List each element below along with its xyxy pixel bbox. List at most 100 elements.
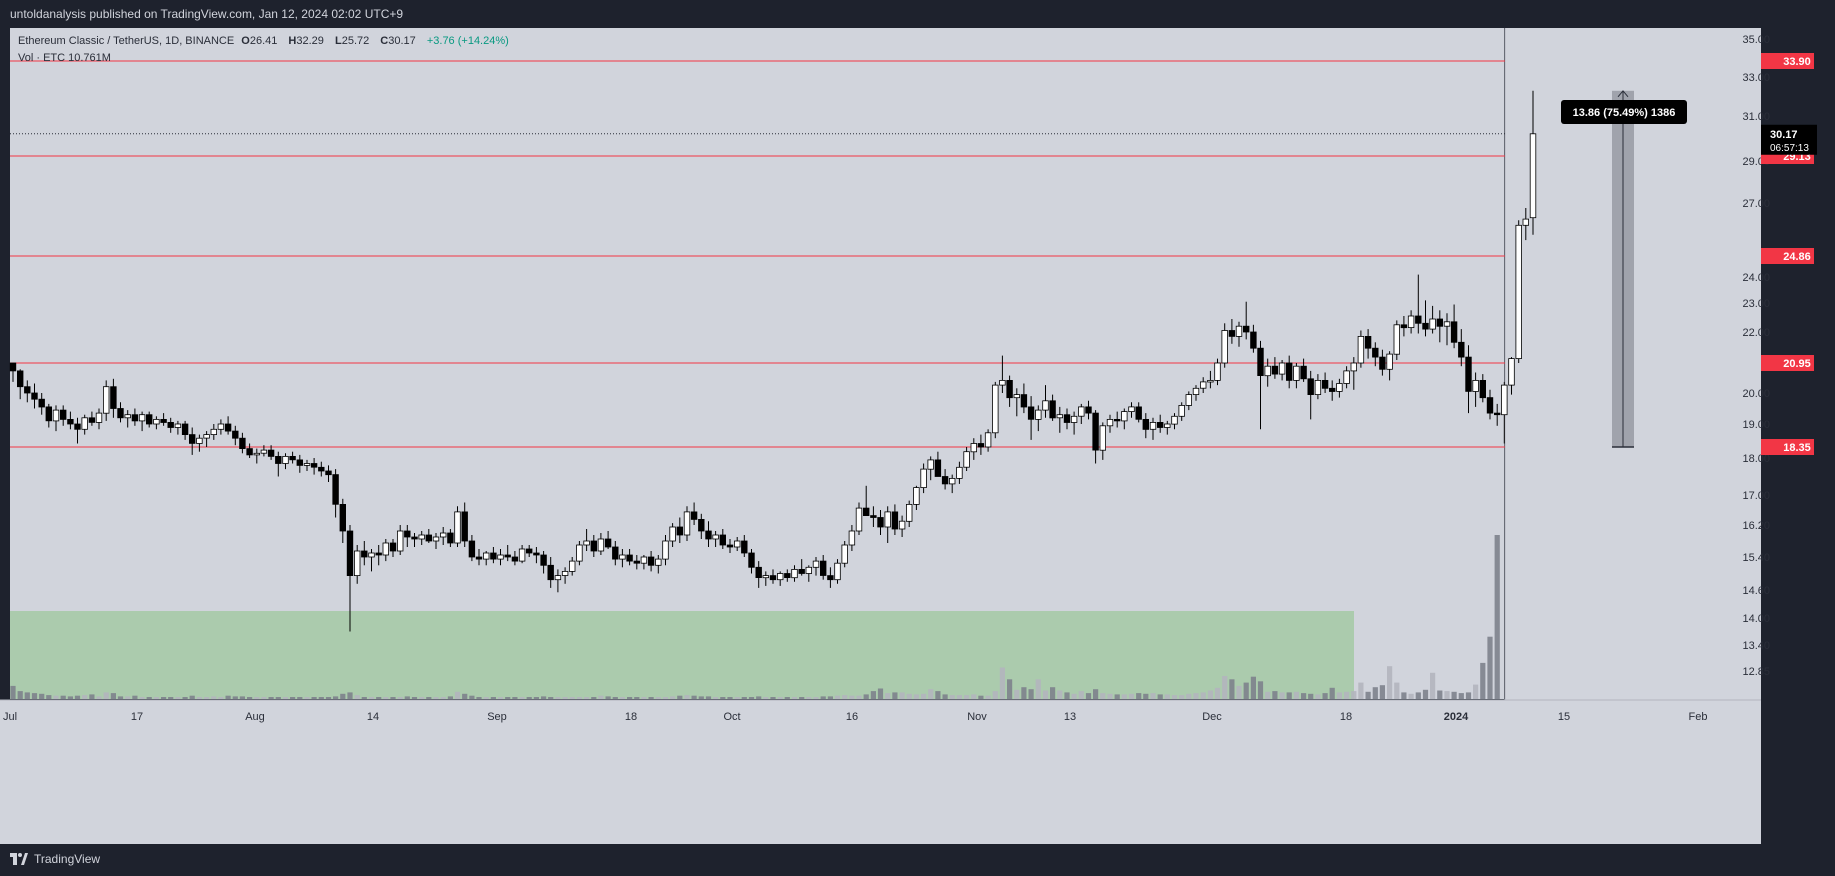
candle-body[interactable] (511, 556, 519, 562)
candle-body[interactable] (655, 558, 662, 566)
candle-body[interactable] (239, 437, 246, 450)
candle-body[interactable] (411, 536, 418, 540)
candle-body[interactable] (612, 546, 619, 560)
candle-body[interactable] (1357, 335, 1365, 364)
candle-body[interactable] (812, 560, 820, 568)
candle-body[interactable] (418, 534, 425, 540)
candle-body[interactable] (1386, 353, 1393, 370)
candle-body[interactable] (1400, 324, 1408, 329)
candle-body[interactable] (1415, 315, 1422, 324)
candle-body[interactable] (1114, 418, 1121, 422)
candle-body[interactable] (626, 554, 633, 562)
candle-body[interactable] (1013, 394, 1020, 399)
candle-body[interactable] (1070, 415, 1078, 423)
candle-body[interactable] (60, 409, 67, 420)
candle-body[interactable] (404, 530, 411, 538)
candle-body[interactable] (253, 452, 260, 456)
candle-body[interactable] (67, 418, 74, 425)
candle-body[interactable] (827, 575, 834, 581)
candle-body[interactable] (1508, 358, 1515, 386)
candle-body[interactable] (1436, 318, 1443, 327)
candle-body[interactable] (432, 536, 440, 542)
candle-body[interactable] (690, 511, 698, 520)
candle-body[interactable] (748, 552, 755, 568)
candle-body[interactable] (1228, 330, 1236, 337)
candle-body[interactable] (762, 575, 769, 579)
candle-body[interactable] (698, 518, 705, 532)
candle-body[interactable] (439, 532, 447, 538)
candle-body[interactable] (1035, 409, 1042, 420)
candle-body[interactable] (820, 560, 827, 576)
candle-body[interactable] (798, 569, 805, 574)
candle-body[interactable] (1042, 400, 1049, 411)
candle-body[interactable] (963, 451, 970, 468)
candle-body[interactable] (346, 530, 354, 576)
candle-body[interactable] (1157, 421, 1164, 428)
candle-body[interactable] (246, 448, 253, 456)
candle-body[interactable] (927, 459, 934, 470)
candle-body[interactable] (117, 408, 124, 419)
candle-body[interactable] (1049, 400, 1056, 419)
candle-body[interactable] (984, 432, 992, 448)
candle-body[interactable] (217, 423, 225, 430)
candle-body[interactable] (1458, 341, 1465, 358)
candle-body[interactable] (1372, 347, 1379, 358)
candle-body[interactable] (1250, 331, 1257, 349)
candle-body[interactable] (1243, 325, 1250, 333)
candle-body[interactable] (303, 463, 311, 466)
chart-area[interactable]: 13.86 (75.49%) 1386 35.00 33.00 31.00 29.00 2… (0, 28, 1835, 844)
candle-body[interactable] (676, 526, 683, 536)
candle-body[interactable] (167, 421, 174, 428)
candle-body[interactable] (490, 552, 497, 560)
candle-body[interactable] (1329, 387, 1336, 392)
candle-body[interactable] (1271, 365, 1279, 375)
candle-body[interactable] (339, 503, 346, 532)
candle-body[interactable] (396, 530, 404, 552)
candle-body[interactable] (1300, 365, 1307, 380)
candle-body[interactable] (210, 428, 217, 435)
candle-body[interactable] (1006, 379, 1013, 399)
candle-body[interactable] (325, 470, 332, 476)
candle-body[interactable] (561, 571, 569, 576)
candle-body[interactable] (368, 552, 375, 558)
candle-body[interactable] (604, 538, 612, 548)
candle-body[interactable] (282, 455, 289, 464)
candle-body[interactable] (1027, 406, 1035, 420)
candle-body[interactable] (103, 386, 110, 414)
candle-body[interactable] (45, 406, 52, 422)
candle-body[interactable] (1221, 330, 1228, 364)
candle-body[interactable] (554, 575, 562, 581)
price-chart[interactable]: 13.86 (75.49%) 138635.0033.0031.0029.002… (0, 28, 1835, 844)
candle-body[interactable] (110, 386, 117, 409)
candle-body[interactable] (777, 573, 784, 581)
candle-body[interactable] (1135, 406, 1142, 420)
candle-body[interactable] (318, 466, 325, 472)
candle-body[interactable] (16, 370, 24, 388)
candle-body[interactable] (375, 552, 382, 556)
candle-body[interactable] (275, 455, 282, 464)
candle-body[interactable] (1257, 347, 1264, 377)
candle-body[interactable] (1192, 387, 1200, 395)
candle-body[interactable] (640, 556, 648, 564)
candle-body[interactable] (1056, 414, 1063, 419)
candle-body[interactable] (153, 418, 160, 425)
candle-body[interactable] (296, 459, 303, 466)
candle-body[interactable] (1450, 321, 1458, 343)
candle-body[interactable] (583, 540, 590, 546)
candle-body[interactable] (1307, 378, 1314, 395)
candle-body[interactable] (145, 414, 153, 425)
time-axis-background[interactable] (0, 700, 1835, 844)
candle-body[interactable] (784, 573, 791, 578)
candle-body[interactable] (855, 507, 863, 532)
candle-body[interactable] (24, 386, 31, 394)
candle-body[interactable] (590, 540, 597, 552)
candle-body[interactable] (1321, 379, 1329, 389)
candle-body[interactable] (712, 534, 719, 540)
candle-body[interactable] (196, 437, 203, 444)
candle-body[interactable] (1479, 379, 1486, 399)
candle-body[interactable] (482, 552, 490, 560)
candle-body[interactable] (705, 530, 712, 540)
candle-body[interactable] (31, 392, 38, 400)
candle-body[interactable] (906, 503, 913, 522)
candle-body[interactable] (475, 556, 483, 560)
